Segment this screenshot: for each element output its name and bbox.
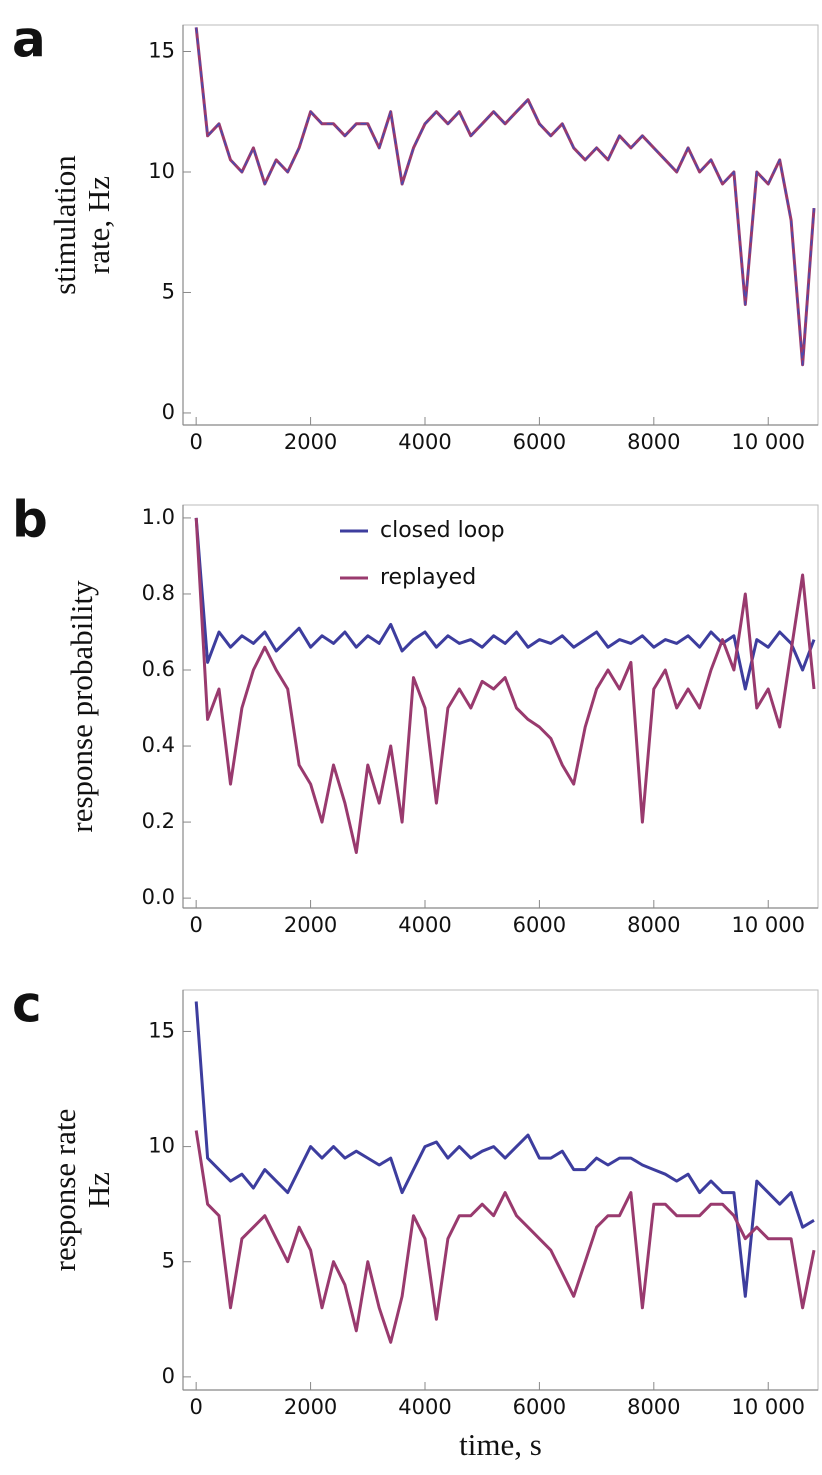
x-tick-label: 4000 xyxy=(398,913,451,937)
x-tick-label: 6000 xyxy=(513,430,566,454)
data-line xyxy=(194,517,816,691)
y-tick-label: 0 xyxy=(162,1364,175,1388)
y-tick-label: 0 xyxy=(162,400,175,424)
y-tick-label: 0.2 xyxy=(142,809,175,833)
data-line xyxy=(194,1130,816,1344)
x-tick-label: 2000 xyxy=(284,913,337,937)
x-tick-label: 4000 xyxy=(398,430,451,454)
panel-label: c xyxy=(12,976,42,1034)
x-tick-label: 0 xyxy=(189,913,202,937)
x-tick-label: 6000 xyxy=(513,1395,566,1419)
y-tick-label: 5 xyxy=(162,279,175,303)
x-tick-label: 10 000 xyxy=(731,430,804,454)
data-line xyxy=(194,27,816,367)
y-tick-label: 5 xyxy=(162,1249,175,1273)
panel-label: b xyxy=(12,491,48,549)
x-tick-label: 10 000 xyxy=(731,913,804,937)
plot-frame xyxy=(182,24,819,426)
y-tick-label: 15 xyxy=(148,1018,175,1042)
x-tick-label: 10 000 xyxy=(731,1395,804,1419)
data-line-dash xyxy=(195,27,815,366)
y-tick-label: 0.6 xyxy=(142,657,175,681)
plot-frame xyxy=(182,504,819,909)
x-tick-label: 0 xyxy=(189,430,202,454)
y-tick-label: 0.8 xyxy=(142,581,175,605)
x-tick-label: 2000 xyxy=(284,1395,337,1419)
x-axis-title: time, s xyxy=(459,1427,542,1462)
x-tick-label: 6000 xyxy=(513,913,566,937)
legend-label: closed loop xyxy=(380,518,505,543)
x-tick-label: 8000 xyxy=(627,430,680,454)
y-tick-label: 10 xyxy=(148,159,175,183)
y-axis-title: stimulation xyxy=(47,155,82,295)
y-axis-title: rate, Hz xyxy=(81,176,116,274)
x-tick-label: 4000 xyxy=(398,1395,451,1419)
y-axis-title: Hz xyxy=(81,1172,116,1208)
y-tick-label: 1.0 xyxy=(142,505,175,529)
data-line xyxy=(194,517,816,854)
x-tick-label: 8000 xyxy=(627,1395,680,1419)
panel-label: a xyxy=(12,11,46,69)
y-tick-label: 10 xyxy=(148,1134,175,1158)
y-tick-label: 0.0 xyxy=(142,885,175,909)
y-tick-label: 15 xyxy=(148,39,175,63)
y-tick-label: 0.4 xyxy=(142,733,175,757)
legend-label: replayed xyxy=(380,565,476,590)
plot-frame xyxy=(182,989,819,1391)
y-axis-title: response rate xyxy=(47,1109,82,1272)
y-axis-title: response probability xyxy=(64,580,99,833)
x-tick-label: 8000 xyxy=(627,913,680,937)
x-tick-label: 0 xyxy=(189,1395,202,1419)
data-line xyxy=(194,1001,815,1298)
x-tick-label: 2000 xyxy=(284,430,337,454)
